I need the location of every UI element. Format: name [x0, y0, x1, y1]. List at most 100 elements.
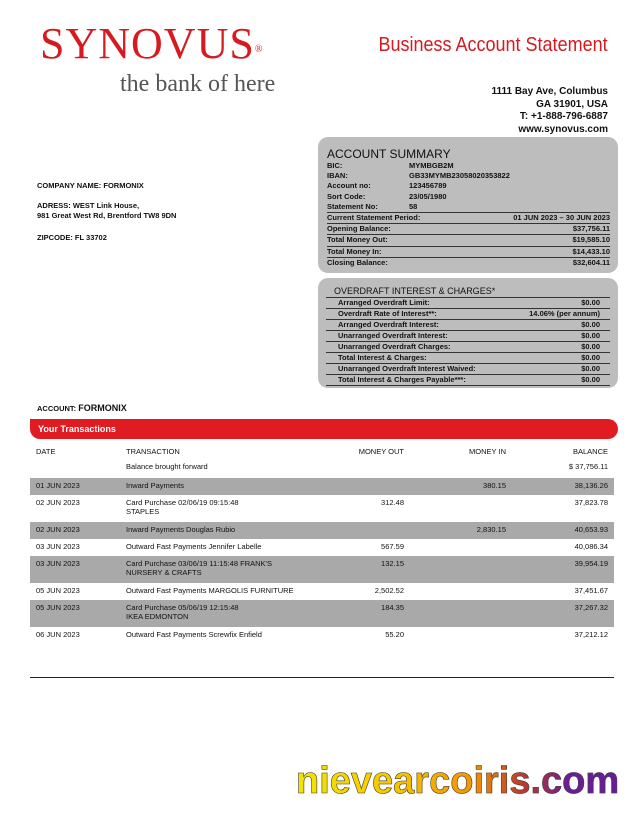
- address-line: www.synovus.com: [518, 123, 608, 135]
- summary-row: Total Interest & Charges: $0.00: [326, 353, 610, 364]
- date-cell: 05 JUN 2023: [30, 600, 120, 627]
- transaction-cell: Outward Fast Payments Jennifer Labelle: [120, 539, 338, 556]
- transaction-cell: Card Purchase 02/06/19 09:15:48 STAPLES: [120, 495, 338, 522]
- balance-cell: 38,136.26: [512, 478, 614, 495]
- transaction-line: NURSERY & CRAFTS: [126, 568, 202, 577]
- overdraft-box: OVERDRAFT INTEREST & CHARGES* Arranged O…: [318, 278, 618, 388]
- transaction-line: Inward Payments Douglas Rubio: [126, 525, 236, 534]
- summary-row: Unarranged Overdraft Charges: $0.00: [326, 342, 610, 353]
- address-line: ADRESS: WEST Link House,: [37, 201, 140, 210]
- address-line: T: +1-888-796-6887: [519, 111, 608, 122]
- logo: SYNOVUS®: [40, 22, 263, 66]
- field-value: $37,756.11: [572, 224, 610, 234]
- field-value: $0.00: [581, 364, 600, 373]
- account-name: FORMONIX: [78, 403, 127, 413]
- field-value: $19,585.10: [572, 235, 610, 245]
- field-label: Unarranged Overdraft Interest:: [338, 331, 448, 340]
- cell: [410, 459, 512, 478]
- date-cell: 02 JUN 2023: [30, 522, 120, 539]
- field-label: Sort Code:: [327, 191, 366, 201]
- transaction-line: Card Purchase 03/06/19 11:15:48 FRANK'S: [126, 559, 272, 568]
- summary-row: Opening Balance: $37,756.11: [327, 223, 610, 234]
- balance-cell: 37,212.12: [574, 630, 608, 639]
- company-zipcode: ZIPCODE: FL 33702: [37, 233, 107, 242]
- field-label: Current Statement Period:: [327, 213, 421, 223]
- transactions-banner: Your Transactions: [30, 419, 618, 439]
- summary-row: Current Statement Period: 01 JUN 2023 – 3…: [327, 212, 610, 223]
- field-value: $0.00: [581, 375, 600, 384]
- field-value: $32,604.11: [572, 257, 610, 267]
- transaction-row: 03 JUN 2023 Outward Fast Payments Jennife…: [30, 539, 614, 556]
- column-header: TRANSACTION: [126, 446, 180, 456]
- field-label: IBAN:: [327, 171, 348, 181]
- summary-row: Closing Balance: $32,604.11: [327, 256, 610, 268]
- company-address: ADRESS: WEST Link House, 981 Great West R…: [37, 201, 176, 221]
- money-in-cell: [410, 627, 512, 644]
- transaction-line: Card Purchase 02/06/19 09:15:48: [126, 498, 239, 507]
- money-in-cell: [410, 600, 512, 627]
- summary-row: IBAN: GB33MYMB23058020353822: [327, 171, 610, 181]
- field-value: 23/05/1980: [409, 191, 447, 201]
- money-out-cell: 312.48: [381, 498, 404, 507]
- money-in-cell: [410, 556, 512, 583]
- field-value: $0.00: [581, 353, 600, 362]
- field-value: $0.00: [581, 331, 600, 340]
- account-summary: ACCOUNT SUMMARY BIC: MYMBGB2M IBAN: GB33MYM…: [318, 137, 618, 273]
- field-label: Arranged Overdraft Interest:: [338, 320, 439, 329]
- money-out-cell: [338, 522, 410, 539]
- date-cell: 01 JUN 2023: [30, 478, 120, 495]
- column-header: MONEY IN: [469, 446, 506, 456]
- brought-forward-row: Balance brought forward $ 37,756.11: [30, 459, 614, 478]
- summary-row: Sort Code: 23/05/1980: [327, 192, 610, 202]
- transaction-line: Card Purchase 05/06/19 12:15:48: [126, 603, 239, 612]
- balance-cell: 37,823.78: [574, 498, 608, 507]
- field-label: BIC:: [327, 161, 343, 170]
- transaction-cell: Outward Fast Payments Screwfix Enfield: [120, 627, 338, 644]
- summary-row: Account no: 123456789: [327, 181, 610, 191]
- date-cell: 03 JUN 2023: [36, 542, 80, 551]
- date-cell: 03 JUN 2023: [30, 556, 120, 583]
- money-in-cell: [410, 583, 512, 600]
- field-value: $0.00: [581, 342, 600, 351]
- field-label: Statement No:: [327, 201, 378, 211]
- transaction-cell: Inward Payments Douglas Rubio: [120, 522, 338, 539]
- money-out-cell: [338, 478, 410, 495]
- field-label: Account no:: [327, 181, 371, 191]
- summary-row: Total Money In: $14,433.10: [327, 245, 610, 257]
- account-line: ACCOUNT: FORMONIX: [37, 403, 127, 413]
- money-out-cell: 55.20: [385, 630, 404, 639]
- field-value: $0.00: [581, 320, 600, 329]
- transaction-cell: Balance brought forward: [126, 462, 208, 471]
- balance-cell: 40,086.34: [574, 542, 608, 551]
- field-label: Unarranged Overdraft Charges:: [338, 342, 451, 351]
- transaction-cell: Card Purchase 03/06/19 11:15:48 FRANK'S N…: [120, 556, 338, 583]
- balance-cell: $ 37,756.11: [568, 462, 608, 471]
- field-label: Overdraft Rate of Interest**:: [338, 309, 437, 318]
- transaction-line: Inward Payments: [126, 481, 184, 490]
- bank-address: 1111 Bay Ave, Columbus GA 31901, USA T: +1…: [491, 86, 608, 136]
- cell: [30, 459, 120, 478]
- logo-mark: ®: [254, 44, 264, 55]
- address-line: 981 Great West Rd, Brentford TW8 9DN: [37, 211, 177, 220]
- cell: [338, 459, 410, 478]
- field-value: 58: [409, 201, 418, 211]
- summary-row: BIC: MYMBGB2M: [327, 161, 610, 171]
- field-label: Total Interest & Charges:: [338, 353, 427, 362]
- field-label: Arranged Overdraft Limit:: [338, 298, 430, 307]
- field-value: MYMBGB2M: [409, 161, 454, 170]
- transaction-row: 05 JUN 2023 Outward Fast Payments MARGOLI…: [30, 583, 614, 600]
- field-label: Opening Balance:: [327, 224, 391, 234]
- transaction-row: 06 JUN 2023 Outward Fast Payments Screwfi…: [30, 627, 614, 644]
- balance-cell: 37,267.32: [512, 600, 614, 627]
- summary-row: Unarranged Overdraft Interest Waived: $0.…: [326, 364, 610, 375]
- company-name: COMPANY NAME: FORMONIX: [37, 181, 144, 190]
- transaction-line: Outward Fast Payments Screwfix Enfield: [126, 630, 262, 639]
- field-value: $0.00: [581, 298, 600, 307]
- money-in-cell: 2,830.15: [410, 522, 512, 539]
- summary-row: Unarranged Overdraft Interest: $0.00: [326, 331, 610, 342]
- transaction-line: IKEA EDMONTON: [126, 612, 189, 621]
- transaction-row: 02 JUN 2023 Inward Payments Douglas Rubio…: [30, 522, 614, 539]
- watermark: nievearcoiris.com: [296, 760, 620, 803]
- money-out-cell: 567.59: [381, 542, 404, 551]
- column-header: BALANCE: [572, 446, 608, 456]
